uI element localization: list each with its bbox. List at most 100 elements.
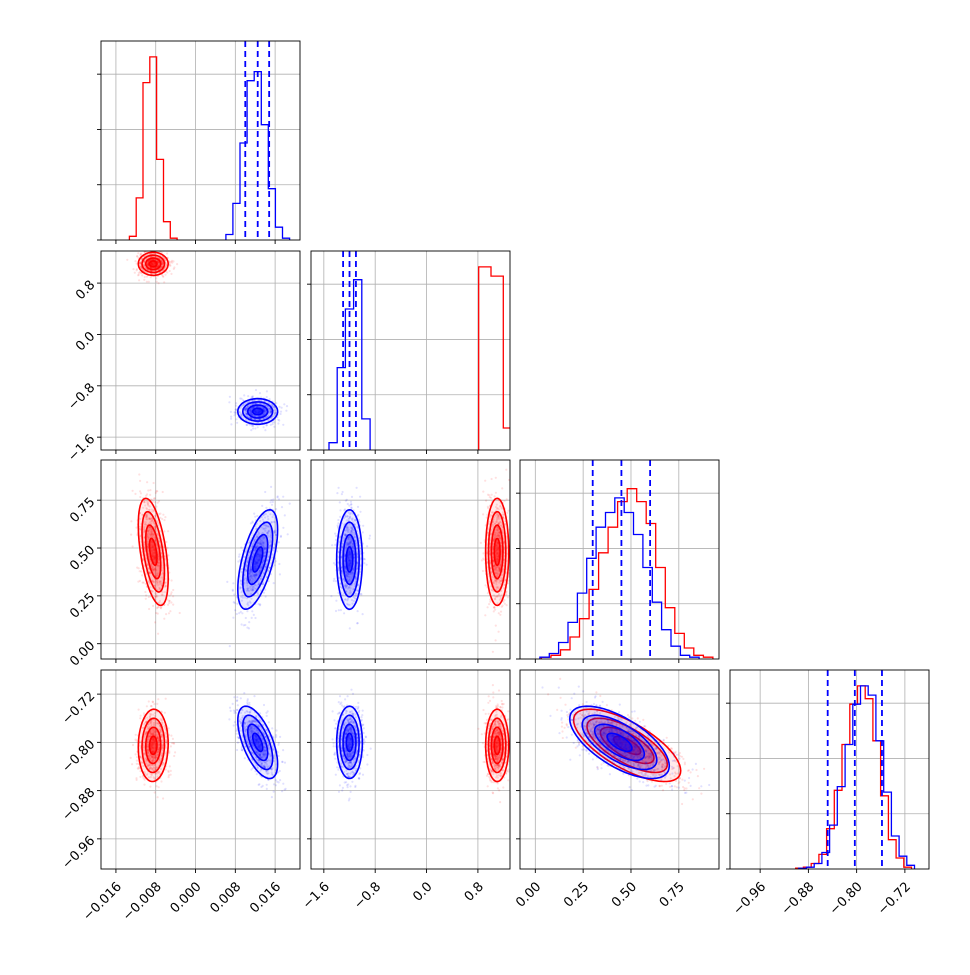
sample-point — [147, 489, 149, 491]
sample-point — [238, 612, 240, 614]
sample-point — [233, 593, 235, 595]
sample-point — [281, 506, 283, 508]
sample-point — [495, 639, 497, 641]
sample-point — [153, 482, 155, 484]
contours-series-2 — [337, 510, 363, 610]
sample-point — [235, 409, 237, 411]
sample-point — [155, 506, 157, 508]
sample-point — [359, 496, 361, 498]
sample-point — [279, 406, 281, 408]
panel-2-1 — [307, 460, 516, 663]
sample-point — [145, 598, 147, 600]
sample-point — [495, 625, 497, 627]
sample-point — [233, 601, 235, 603]
sample-point — [157, 613, 159, 615]
sample-point — [504, 603, 506, 605]
sample-point — [247, 395, 249, 397]
sample-point — [261, 505, 263, 507]
sample-point — [363, 562, 365, 564]
sample-point — [157, 633, 159, 635]
sample-point — [347, 503, 349, 505]
sample-point — [280, 536, 282, 538]
sample-point — [150, 276, 152, 278]
sample-point — [155, 490, 157, 492]
sample-point — [275, 508, 277, 510]
sample-point — [149, 786, 151, 788]
sample-point — [163, 618, 165, 620]
sample-point — [492, 651, 494, 653]
panel-plot-area — [101, 246, 300, 450]
sample-point — [237, 560, 239, 562]
contour-level — [494, 539, 500, 566]
sample-point — [235, 405, 237, 407]
sample-point — [512, 543, 514, 545]
sample-point — [334, 544, 336, 546]
sample-point — [167, 554, 169, 556]
sample-point — [251, 522, 253, 524]
sample-point — [153, 498, 155, 500]
sample-point — [163, 281, 165, 283]
sample-point — [364, 558, 366, 560]
sample-point — [265, 595, 267, 597]
sample-point — [167, 604, 169, 606]
contours-series-2 — [238, 399, 278, 425]
sample-point — [263, 592, 265, 594]
sample-point — [495, 477, 497, 479]
sample-point — [156, 281, 158, 283]
sample-point — [136, 263, 138, 265]
sample-point — [280, 411, 282, 413]
sample-point — [140, 715, 142, 717]
sample-point — [511, 560, 513, 562]
y-tick-label: −1.6 — [65, 432, 98, 465]
sample-point — [148, 596, 150, 598]
sample-point — [362, 613, 364, 615]
sample-point — [135, 527, 137, 529]
sample-point — [491, 478, 493, 480]
sample-point — [238, 553, 240, 555]
sample-point — [158, 282, 160, 284]
sample-point — [160, 780, 162, 782]
sample-point — [137, 581, 139, 583]
sample-point — [174, 751, 176, 753]
sample-point — [270, 501, 272, 503]
sample-point — [132, 545, 134, 547]
sample-point — [330, 595, 332, 597]
sample-point — [153, 703, 155, 705]
sample-point — [264, 589, 266, 591]
sample-point — [368, 537, 370, 539]
sample-point — [245, 617, 247, 619]
sample-point — [356, 487, 358, 489]
sample-point — [145, 594, 147, 596]
sample-point — [366, 564, 368, 566]
sample-point — [277, 422, 279, 424]
sample-point — [240, 547, 242, 549]
y-tick-label: 0.0 — [73, 329, 98, 354]
sample-point — [161, 518, 163, 520]
sample-point — [134, 272, 136, 274]
sample-point — [143, 777, 145, 779]
sample-point — [141, 574, 143, 576]
sample-point — [278, 563, 280, 565]
sample-point — [151, 248, 153, 250]
sample-point — [141, 274, 143, 276]
sample-point — [139, 490, 141, 492]
sample-point — [341, 493, 343, 495]
sample-point — [481, 559, 483, 561]
sample-point — [168, 612, 170, 614]
sample-point — [136, 740, 138, 742]
sample-point — [493, 610, 495, 612]
sample-point — [281, 407, 283, 409]
sample-point — [337, 519, 339, 521]
sample-point — [159, 517, 161, 519]
sample-point — [156, 248, 158, 250]
sample-point — [357, 610, 359, 612]
sample-point — [259, 392, 261, 394]
sample-point — [264, 491, 266, 493]
sample-point — [162, 491, 164, 493]
sample-point — [498, 631, 500, 633]
sample-point — [162, 276, 164, 278]
sample-point — [135, 753, 137, 755]
sample-point — [138, 567, 140, 569]
sample-point — [148, 700, 150, 702]
sample-point — [241, 623, 243, 625]
